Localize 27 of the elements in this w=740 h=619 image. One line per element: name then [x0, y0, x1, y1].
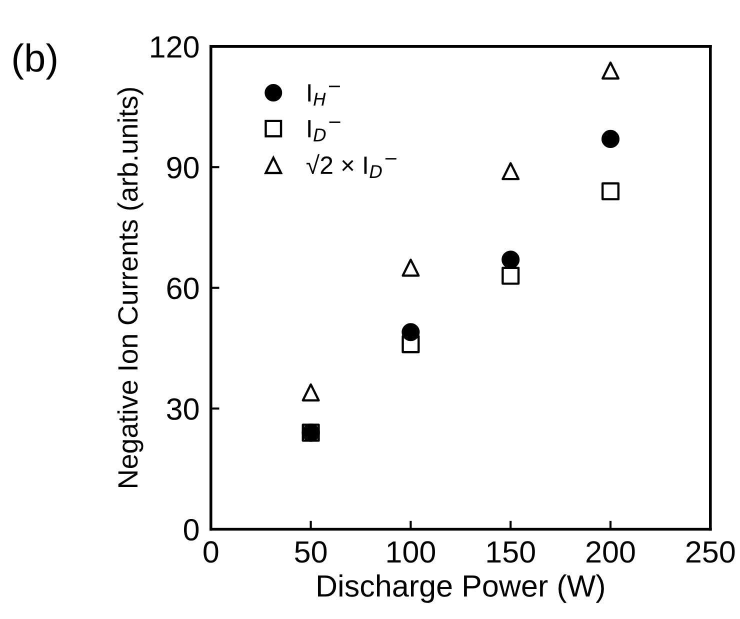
y-tick-label: 120: [151, 36, 199, 58]
legend-label: √2 × I$_{D}$$^{−}$: [306, 154, 396, 178]
x-tick-label: 150: [487, 541, 535, 563]
point: [601, 182, 620, 200]
y-tick-label: 90: [167, 156, 199, 178]
point: [502, 162, 520, 180]
point: [502, 250, 520, 269]
point: [402, 323, 420, 342]
y-axis-title: Negative Ion Currents (arb.units): [117, 88, 144, 488]
text: (b): [14, 43, 56, 80]
legend-label: I$_{H}$$^{−}$: [308, 84, 340, 106]
point: [601, 62, 620, 80]
x-axis-title: Discharge Power (W): [318, 574, 604, 603]
point: [302, 383, 320, 402]
y-tick-label: 30: [166, 398, 199, 420]
point: [402, 258, 420, 277]
x-tick-label: 50: [295, 541, 327, 563]
point: [502, 266, 520, 285]
y-tick-label: 0: [184, 518, 199, 541]
x-tick-label: 200: [586, 541, 635, 563]
x-tick-label: 100: [388, 541, 435, 563]
y-tick-label: 60: [167, 278, 199, 300]
x-tick-label: 0: [204, 541, 218, 563]
legend-label: I$_{D}$$^{−}$: [308, 120, 340, 142]
x-tick-label: 250: [686, 541, 735, 563]
point: [601, 130, 620, 148]
point: [402, 335, 420, 354]
